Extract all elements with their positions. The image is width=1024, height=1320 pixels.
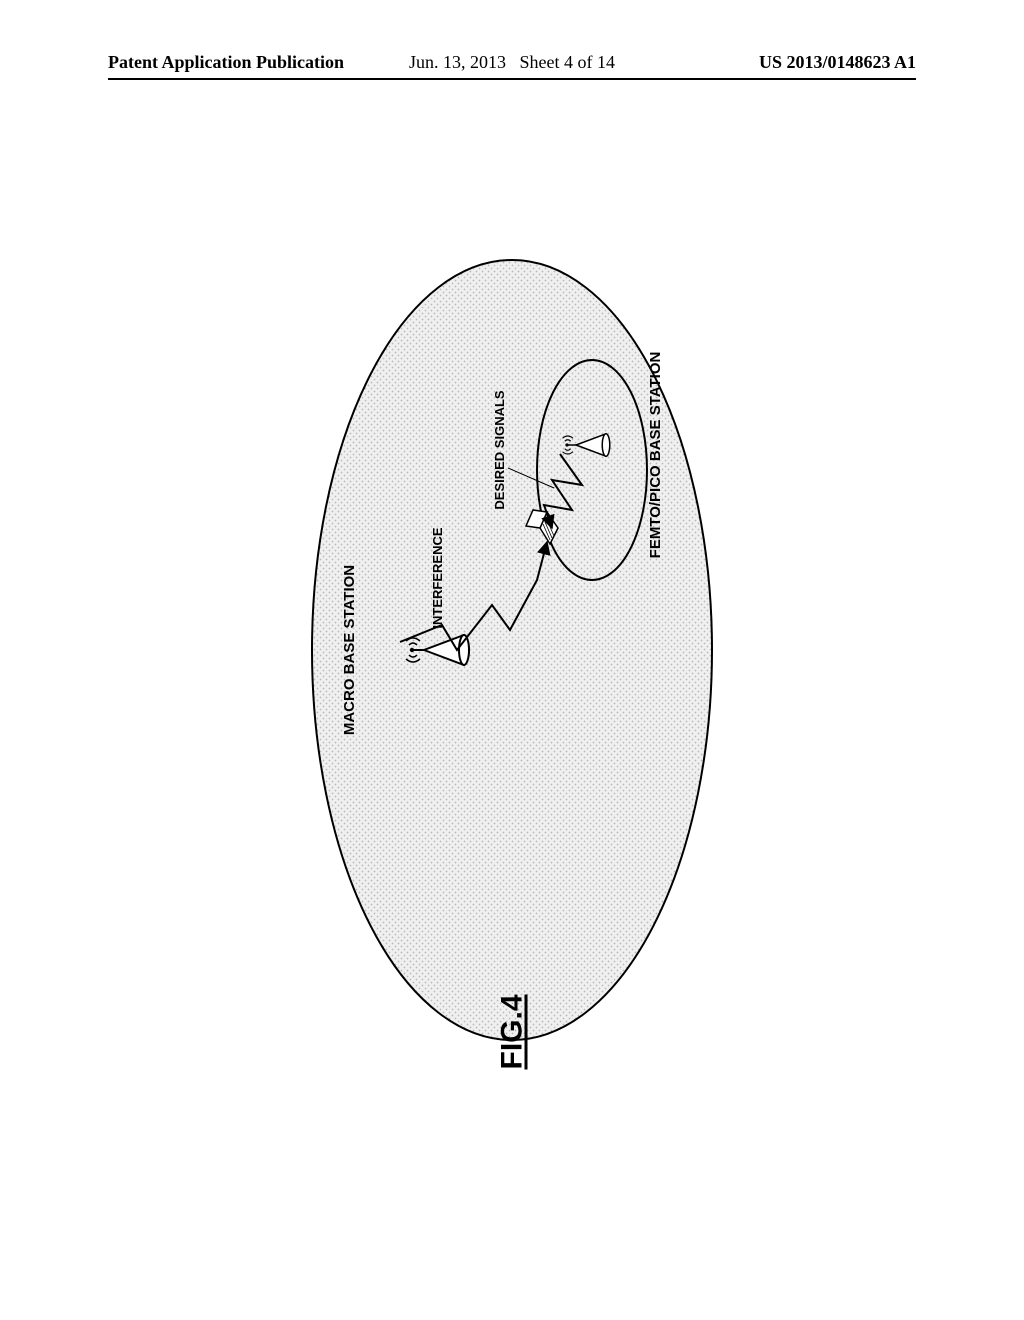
header-middle: Jun. 13, 2013 Sheet 4 of 14 bbox=[409, 52, 615, 73]
figure-4-stage: MACRO BASE STATION FEMTO/PICO BASE STATIO… bbox=[112, 250, 912, 1050]
label-desired: DESIRED SIGNALS bbox=[492, 390, 507, 510]
figure-4-svg: MACRO BASE STATION FEMTO/PICO BASE STATIO… bbox=[292, 250, 732, 1050]
header-rule bbox=[108, 78, 916, 80]
label-interference: INTERFERENCE bbox=[430, 527, 445, 628]
header-right: US 2013/0148623 A1 bbox=[759, 52, 916, 73]
page: Patent Application Publication Jun. 13, … bbox=[0, 0, 1024, 1320]
header-date: Jun. 13, 2013 bbox=[409, 52, 506, 72]
figure-caption: FIG.4 bbox=[496, 994, 530, 1069]
label-femto-bs: FEMTO/PICO BASE STATION bbox=[647, 352, 664, 559]
label-macro-bs: MACRO BASE STATION bbox=[341, 565, 358, 735]
header-left: Patent Application Publication bbox=[108, 52, 344, 73]
figure-4-rotation-wrapper: MACRO BASE STATION FEMTO/PICO BASE STATIO… bbox=[292, 250, 732, 1050]
header-sheet: Sheet 4 of 14 bbox=[520, 52, 615, 72]
